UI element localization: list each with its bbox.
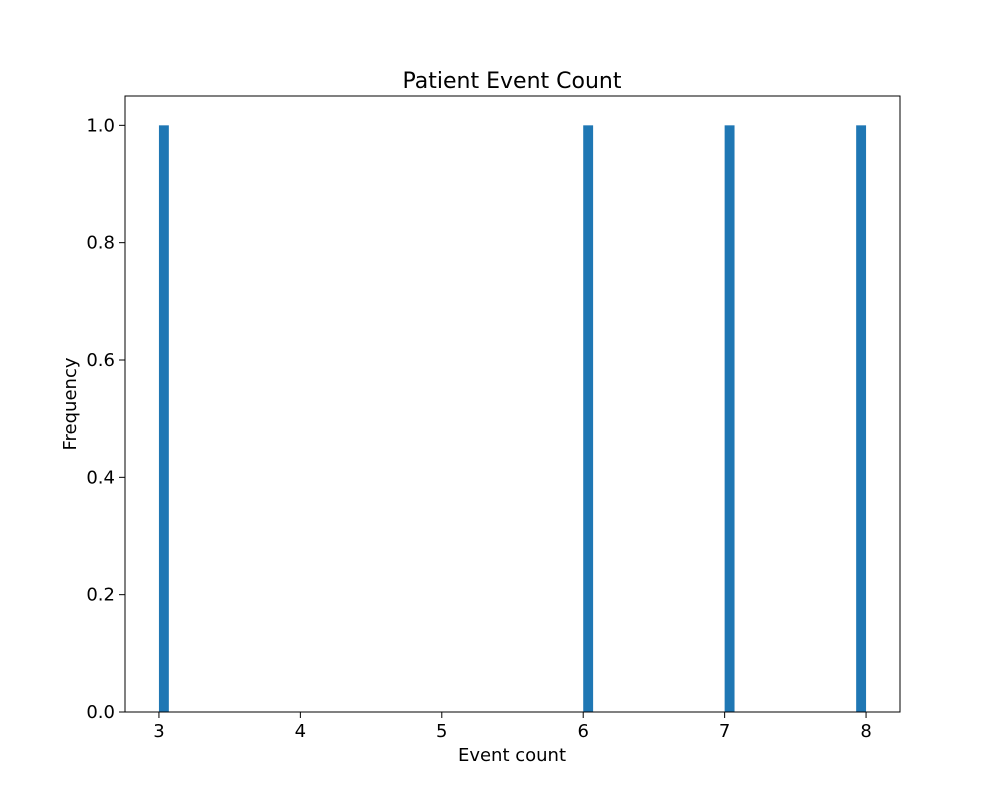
plot-frame bbox=[124, 95, 901, 713]
y-tick-label: 0.2 bbox=[86, 585, 115, 606]
y-axis: 0.0 0.2 0.4 0.6 0.8 1.0 bbox=[86, 115, 125, 723]
x-tick-label: 8 bbox=[860, 721, 871, 742]
y-axis-label: Frequency bbox=[60, 357, 81, 450]
x-axis: 3 4 5 6 7 8 bbox=[153, 712, 872, 742]
x-tick-label: 6 bbox=[577, 721, 588, 742]
y-tick-label: 0.4 bbox=[86, 467, 115, 488]
x-tick-label: 3 bbox=[153, 721, 164, 742]
histogram-bar-2 bbox=[583, 125, 594, 713]
chart-title: Patient Event Count bbox=[403, 69, 622, 94]
y-tick-label: 0.8 bbox=[86, 233, 115, 254]
histogram-bar-4 bbox=[856, 125, 867, 713]
bars-group bbox=[158, 125, 867, 713]
y-tick-label: 1.0 bbox=[86, 115, 115, 136]
histogram-bar-3 bbox=[724, 125, 735, 713]
x-axis-label: Event count bbox=[458, 745, 566, 766]
x-tick-label: 5 bbox=[436, 721, 447, 742]
x-tick-label: 4 bbox=[295, 721, 306, 742]
histogram-bar-1 bbox=[158, 125, 169, 713]
x-tick-label: 7 bbox=[719, 721, 730, 742]
y-tick-label: 0.0 bbox=[86, 702, 115, 723]
y-tick-label: 0.6 bbox=[86, 350, 115, 371]
